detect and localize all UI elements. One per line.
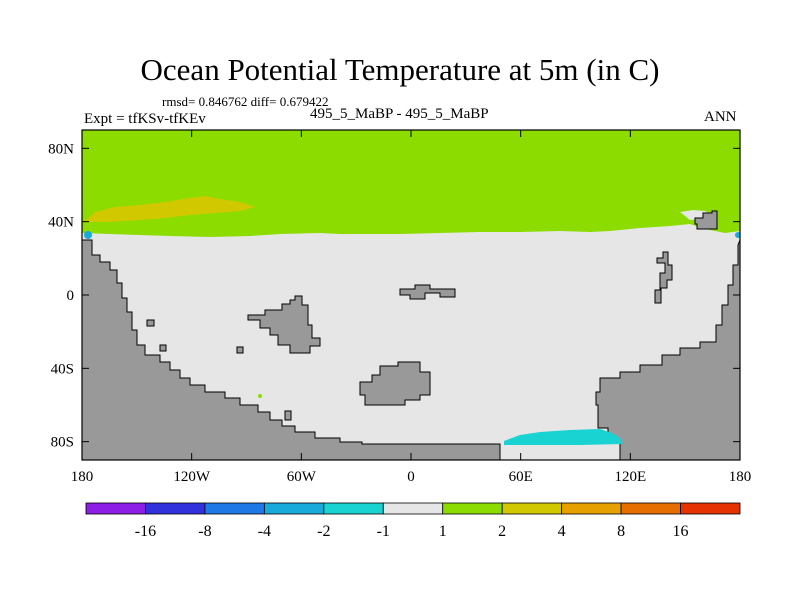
east-cyan-spot [735,232,740,238]
x-tick-label: 120W [173,469,211,485]
y-tick-label: 0 [67,288,75,304]
northern-ocean-field [82,130,740,237]
case-label: 495_5_MaBP - 495_5_MaBP [310,106,489,122]
northeast-island [694,210,718,230]
south-central-island [359,361,431,406]
color-legend: -16 -8 -4 -2 -1 1 2 4 8 16 [85,502,741,540]
legend-label: -2 [317,523,330,540]
legend-swatch [145,502,206,515]
legend-label: -4 [258,523,271,540]
x-tick-label: 180 [729,469,752,485]
legend-label: 8 [617,523,625,540]
legend-swatch [382,502,444,515]
west-cyan-spot [84,231,92,239]
southern-cyan-patch [504,429,623,445]
legend-label: -8 [198,523,211,540]
experiment-label: Expt = tfKSv-tfKEv [84,111,206,127]
legend-swatch [620,502,681,515]
small-island-d [159,344,167,352]
legend-label: 2 [498,523,506,540]
legend-swatch [85,502,146,515]
y-tick-label: 40S [51,361,74,377]
map-plot-area [82,130,740,460]
legend-swatch [263,502,325,515]
central-pacific-island [247,295,321,354]
stats-label: rmsd= 0.846762 diff= 0.679422 [162,94,329,109]
season-label: ANN [704,109,737,125]
y-axis: 80N 40N 0 40S 80S [48,141,740,451]
x-tick-label: 0 [407,469,415,485]
y-tick-label: 80N [48,141,74,157]
legend-swatch [204,502,265,515]
y-tick-label: 80S [51,435,74,451]
south-green-dot [258,394,262,398]
north-pacific-warm-band [84,196,255,222]
x-tick-label: 60E [509,469,533,485]
small-island-b [236,346,244,354]
legend-swatch [323,502,384,515]
chart-title: Ocean Potential Temperature at 5m (in C) [140,52,660,87]
small-island-c [284,410,292,421]
legend-swatch [561,502,622,515]
legend-label: -16 [135,523,156,540]
western-landmass [82,239,501,460]
small-island-a [146,319,155,327]
legend-label: 16 [673,523,689,540]
x-tick-label: 60W [287,469,317,485]
x-tick-label: 120E [614,469,646,485]
legend-swatch [501,502,563,515]
legend-label: 1 [439,523,447,540]
x-tick-label: 180 [71,469,94,485]
x-axis: 180 120W 60W 0 60E 120E 180 [71,130,752,485]
land-masses [82,210,740,460]
legend-label: -1 [377,523,390,540]
legend-swatch [442,502,503,515]
legend-swatch [680,502,741,515]
east-island-strip [654,251,673,304]
equatorial-island [399,284,456,300]
eastern-landmass [595,239,740,460]
y-tick-label: 40N [48,215,74,231]
east-green-blip [652,218,668,226]
legend-label: 4 [558,523,566,540]
